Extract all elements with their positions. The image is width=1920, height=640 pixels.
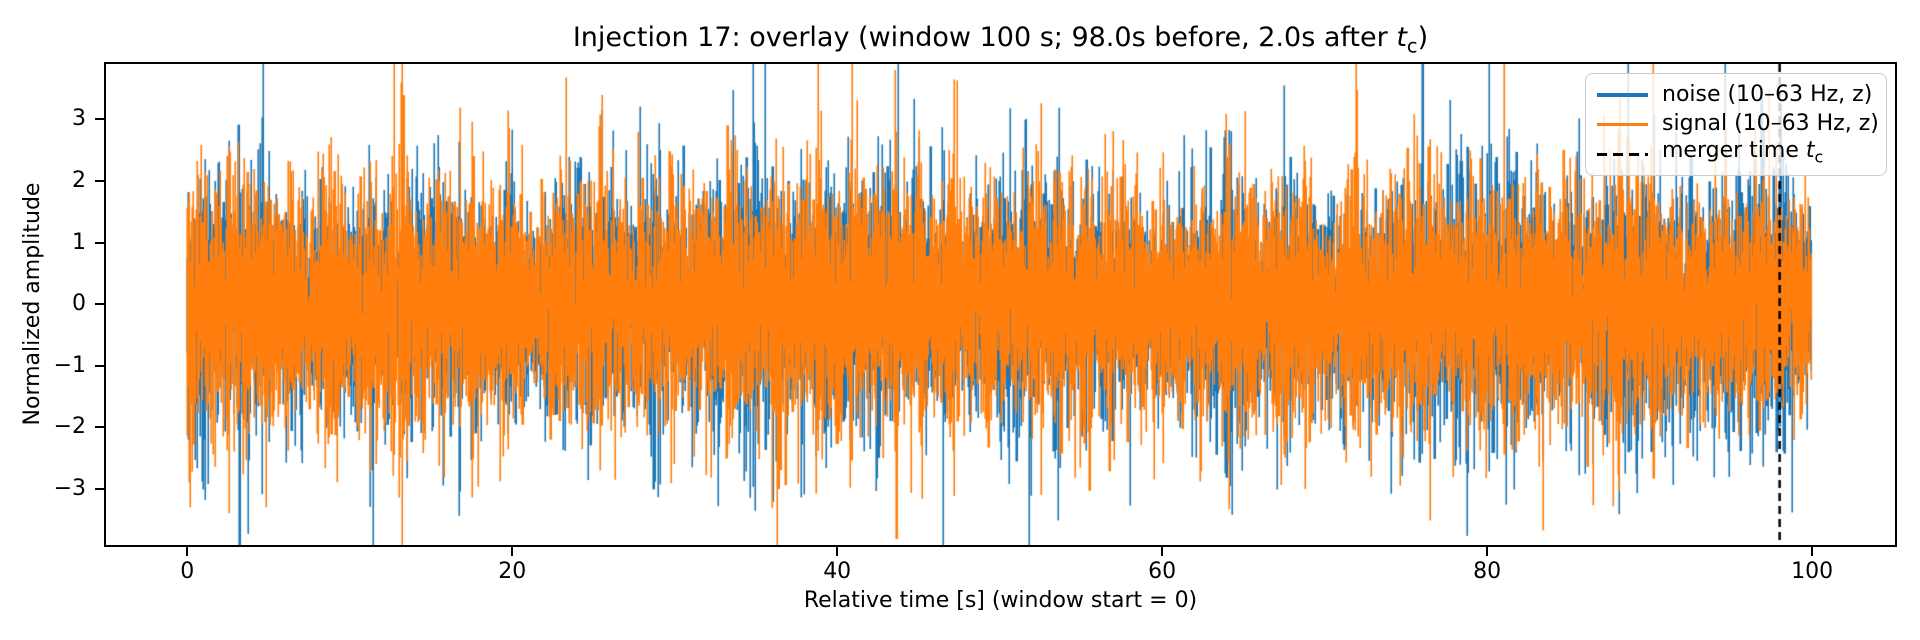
line-swatch-icon [1597,122,1648,127]
y-tick-label: −3 [53,475,86,501]
x-tick-mark [1161,547,1164,556]
legend-item-label: signal (10–63 Hz, z) [1662,111,1879,137]
legend: noise (10–63 Hz, z) signal (10–63 Hz, z) m… [1585,73,1887,176]
y-tick-label: −1 [53,352,86,378]
x-tick-label: 100 [1791,559,1834,584]
plot-title-tc-symbol: t [1396,22,1407,53]
y-tick-mark [95,426,104,429]
legend-item: merger time tc [1597,137,1875,169]
plot-title-suffix: ) [1417,22,1429,53]
x-tick-label: 60 [1148,559,1177,584]
plot-title-tc-subscript: c [1406,34,1418,58]
x-axis-label: Relative time [s] (window start = 0) [803,588,1198,613]
x-tick-label: 40 [823,559,852,584]
y-tick-mark [95,241,104,244]
legend-item-label: merger time tc [1662,137,1824,167]
y-tick-label: −2 [53,414,86,440]
y-tick-label: 2 [72,168,86,194]
x-tick-mark [1811,547,1814,556]
legend-item: noise (10–63 Hz, z) [1597,80,1875,109]
x-tick-label: 20 [498,559,527,584]
y-tick-mark [95,118,104,121]
x-tick-mark [186,547,189,556]
y-tick-mark [95,487,104,490]
y-tick-mark [95,180,104,183]
legend-item: signal (10–63 Hz, z) [1597,110,1879,139]
y-tick-label: 1 [72,229,86,255]
plot-title-text: Injection 17: overlay (window 100 s; 98.… [572,22,1397,53]
dashed-line-swatch-icon [1597,152,1648,156]
x-tick-mark [1486,547,1489,556]
x-tick-mark [511,547,514,556]
x-tick-label: 0 [180,559,195,584]
line-swatch-icon [1597,93,1648,97]
plot-title: Injection 17: overlay (window 100 s; 98.… [106,22,1895,62]
x-tick-mark [836,547,839,556]
y-tick-label: 3 [72,106,86,132]
y-tick-mark [95,303,104,306]
y-tick-label: 0 [72,291,86,317]
x-tick-label: 80 [1473,559,1502,584]
legend-item-label: noise (10–63 Hz, z) [1662,81,1873,107]
y-tick-mark [95,364,104,367]
